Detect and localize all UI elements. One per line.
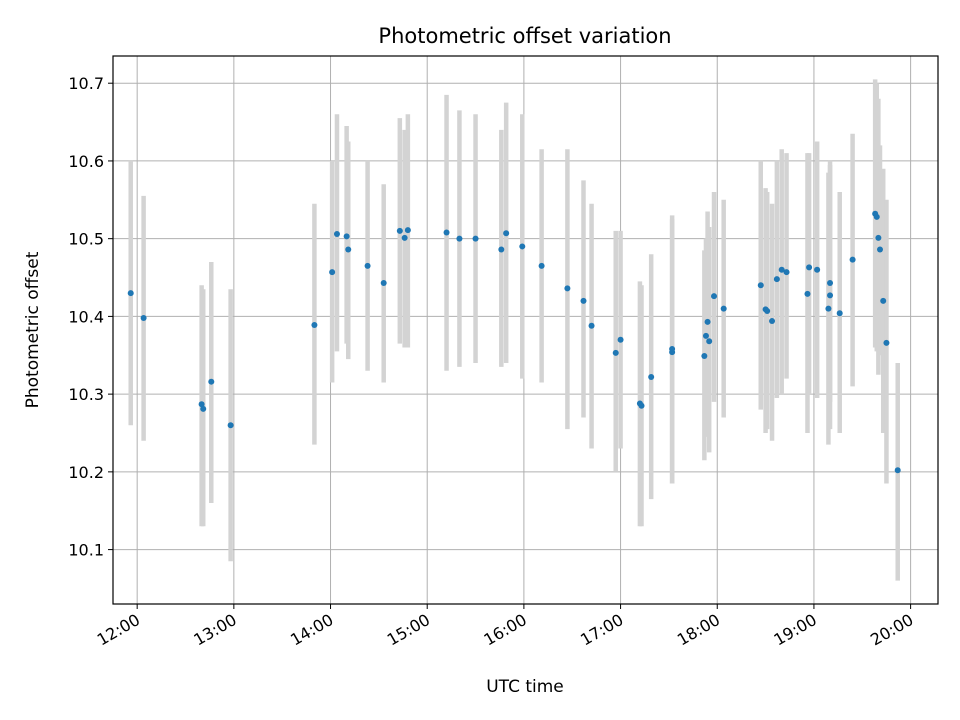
data-point — [503, 230, 510, 237]
data-point — [127, 290, 134, 297]
y-axis-ticks: 10.1 10.2 10.3 10.4 10.5 10.6 10.7 — [68, 74, 113, 560]
data-point — [701, 353, 708, 360]
data-point — [778, 266, 785, 273]
data-points — [127, 210, 901, 474]
data-point — [588, 322, 595, 329]
data-point — [720, 305, 727, 312]
data-point — [757, 282, 764, 289]
y-tick-label: 10.4 — [68, 307, 104, 326]
data-point — [456, 235, 463, 242]
data-point — [396, 227, 403, 234]
data-point — [880, 297, 887, 304]
data-point — [498, 246, 505, 253]
data-point — [836, 310, 843, 317]
data-point — [200, 405, 207, 412]
data-point — [380, 279, 387, 286]
data-point — [198, 401, 205, 408]
data-point — [538, 262, 545, 269]
data-point — [648, 374, 655, 381]
data-point — [702, 332, 709, 339]
data-point — [806, 264, 813, 271]
y-tick-label: 10.2 — [68, 463, 104, 482]
data-point — [329, 269, 336, 276]
data-point — [783, 269, 790, 276]
x-axis-label: UTC time — [486, 677, 564, 697]
data-point — [876, 246, 883, 253]
data-point — [472, 235, 479, 242]
data-point — [825, 305, 832, 312]
y-axis-label: Photometric offset — [23, 251, 43, 408]
data-point — [883, 339, 890, 346]
data-point — [849, 256, 856, 263]
y-tick-label: 10.5 — [68, 230, 104, 249]
data-point — [773, 276, 780, 283]
data-point — [804, 290, 811, 297]
data-point — [769, 318, 776, 325]
data-point — [827, 292, 834, 299]
data-point — [580, 297, 587, 304]
data-point — [827, 279, 834, 286]
data-point — [564, 285, 571, 292]
y-tick-label: 10.6 — [68, 152, 104, 171]
data-point — [208, 378, 215, 385]
data-point — [364, 262, 371, 269]
data-point — [875, 234, 882, 241]
data-point — [711, 293, 718, 300]
data-point — [311, 321, 318, 328]
data-point — [612, 349, 619, 356]
data-point — [617, 336, 624, 343]
data-point — [443, 229, 450, 236]
data-point — [345, 246, 352, 253]
data-point — [873, 213, 880, 220]
data-point — [227, 422, 234, 429]
data-point — [704, 318, 711, 325]
y-tick-label: 10.3 — [68, 385, 104, 404]
data-point — [401, 234, 408, 241]
y-tick-label: 10.7 — [68, 74, 104, 93]
data-point — [519, 243, 526, 250]
data-point — [404, 227, 411, 234]
data-point — [706, 338, 713, 345]
data-point — [333, 231, 340, 238]
data-point — [669, 346, 676, 353]
data-point — [140, 314, 147, 321]
data-point — [638, 402, 645, 409]
plot-area-frame — [112, 55, 939, 605]
data-point — [894, 467, 901, 474]
data-point — [814, 266, 821, 273]
y-tick-label: 10.1 — [68, 541, 104, 560]
grid — [113, 56, 938, 604]
data-point — [343, 233, 350, 240]
chart-title: Photometric offset variation — [378, 24, 671, 48]
data-point — [764, 307, 771, 314]
